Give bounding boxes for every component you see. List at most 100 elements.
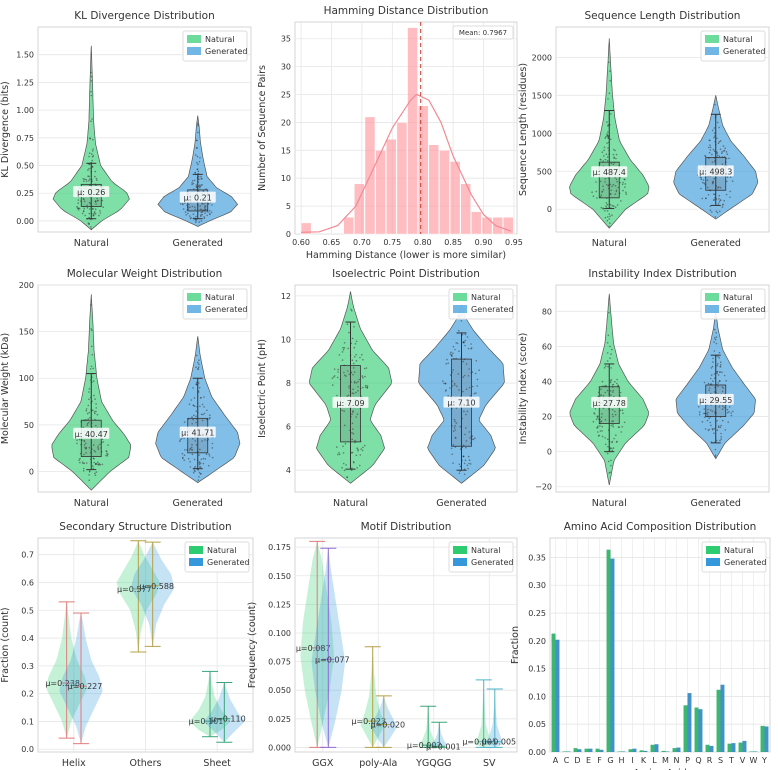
data-point bbox=[714, 448, 717, 451]
data-point bbox=[356, 447, 358, 450]
data-point bbox=[201, 213, 203, 216]
data-point bbox=[184, 211, 187, 213]
legend-label-natural: Natural bbox=[205, 35, 235, 44]
data-point bbox=[97, 461, 99, 464]
y-tick-label: 0.30 bbox=[528, 581, 546, 590]
data-point bbox=[88, 398, 90, 401]
legend-swatch-generated bbox=[705, 47, 719, 55]
data-point bbox=[194, 208, 196, 211]
mean-label-bg bbox=[697, 393, 734, 405]
y-tick-label: 0 bbox=[286, 230, 291, 239]
data-point bbox=[94, 175, 96, 178]
chart-title: Isoelectric Point Distribution bbox=[332, 268, 480, 280]
data-point bbox=[453, 418, 456, 421]
y-tick-label: 80 bbox=[542, 307, 552, 316]
data-point bbox=[726, 411, 729, 414]
data-point bbox=[195, 154, 197, 156]
panel-isoelectric-point-distribution: 4 6 8 10 12 Isoelectric Point Distribution Iso… bbox=[257, 268, 518, 509]
bar-generated-D bbox=[577, 749, 582, 752]
data-point bbox=[85, 452, 87, 454]
data-point bbox=[717, 186, 719, 189]
data-point bbox=[362, 386, 364, 389]
data-point bbox=[707, 186, 709, 189]
data-point bbox=[355, 454, 358, 457]
data-point bbox=[467, 375, 470, 377]
data-point bbox=[719, 365, 721, 368]
x-tick-label: Generated bbox=[691, 498, 741, 509]
y-tick-label: 0 bbox=[547, 205, 552, 214]
legend-label-generated: Generated bbox=[205, 47, 247, 56]
data-point bbox=[716, 154, 719, 157]
data-point bbox=[209, 416, 211, 419]
data-point bbox=[189, 466, 192, 468]
data-point bbox=[197, 368, 200, 371]
panel-secondary-structure-distribution: 0.0 0.1 0.2 0.3 0.4 0.5 0.6 0.7 Secondary Struct… bbox=[0, 521, 254, 769]
data-point bbox=[331, 377, 334, 380]
data-point bbox=[206, 214, 208, 217]
data-point bbox=[183, 421, 186, 423]
data-point bbox=[194, 465, 197, 468]
data-point bbox=[453, 427, 456, 429]
data-point bbox=[94, 472, 96, 475]
data-point bbox=[196, 168, 199, 170]
data-point bbox=[468, 368, 470, 370]
data-point bbox=[206, 409, 208, 412]
data-point bbox=[704, 416, 706, 419]
data-point bbox=[199, 448, 201, 451]
data-point bbox=[600, 388, 602, 391]
data-point bbox=[612, 391, 614, 393]
data-point bbox=[455, 422, 458, 424]
data-point bbox=[82, 426, 85, 429]
data-point bbox=[615, 178, 618, 181]
y-tick-label: 0.7 bbox=[21, 551, 34, 560]
data-point bbox=[720, 424, 722, 427]
mean-label-generated: μ=0.020 bbox=[370, 721, 405, 730]
data-point bbox=[77, 209, 80, 211]
data-point bbox=[444, 382, 447, 385]
bar-generated-C bbox=[566, 751, 571, 752]
data-point bbox=[606, 133, 608, 135]
data-point bbox=[463, 410, 465, 413]
data-point bbox=[93, 394, 95, 397]
data-point bbox=[356, 467, 359, 469]
y-tick-label: 2000 bbox=[532, 53, 552, 62]
legend-label-natural: Natural bbox=[723, 293, 753, 302]
x-tick-label: Generated bbox=[436, 498, 486, 509]
legend: Natural Generated bbox=[701, 541, 767, 573]
data-point bbox=[89, 416, 91, 419]
data-point bbox=[605, 202, 608, 204]
data-point bbox=[713, 150, 716, 152]
bar-natural-W bbox=[749, 751, 754, 752]
data-point bbox=[98, 463, 100, 466]
data-point bbox=[93, 214, 95, 217]
legend-swatch-generated bbox=[705, 305, 719, 313]
bar-generated-N bbox=[676, 747, 681, 752]
data-point bbox=[603, 149, 605, 151]
data-point bbox=[192, 387, 194, 389]
data-point bbox=[713, 427, 715, 430]
y-tick-label: 20 bbox=[542, 413, 552, 422]
data-point bbox=[88, 421, 90, 424]
data-point bbox=[615, 441, 618, 443]
data-point bbox=[365, 367, 368, 369]
data-point bbox=[446, 358, 448, 361]
data-point bbox=[205, 453, 208, 456]
data-point bbox=[180, 438, 183, 440]
data-point bbox=[352, 432, 355, 435]
data-point bbox=[195, 381, 198, 384]
data-point bbox=[193, 179, 196, 182]
mean-label-generated: μ=0.227 bbox=[68, 682, 103, 691]
data-point bbox=[188, 403, 191, 406]
data-point bbox=[712, 380, 714, 382]
y-tick-label: 0.35 bbox=[528, 553, 546, 562]
data-point bbox=[96, 197, 98, 200]
data-point bbox=[203, 217, 206, 219]
bar-natural-N bbox=[672, 748, 677, 752]
data-point bbox=[717, 382, 719, 384]
data-point bbox=[211, 447, 214, 449]
data-point bbox=[709, 146, 712, 149]
data-point bbox=[600, 420, 603, 423]
y-tick-label: 0.50 bbox=[16, 162, 34, 171]
data-point bbox=[606, 219, 609, 222]
data-point bbox=[719, 439, 721, 442]
